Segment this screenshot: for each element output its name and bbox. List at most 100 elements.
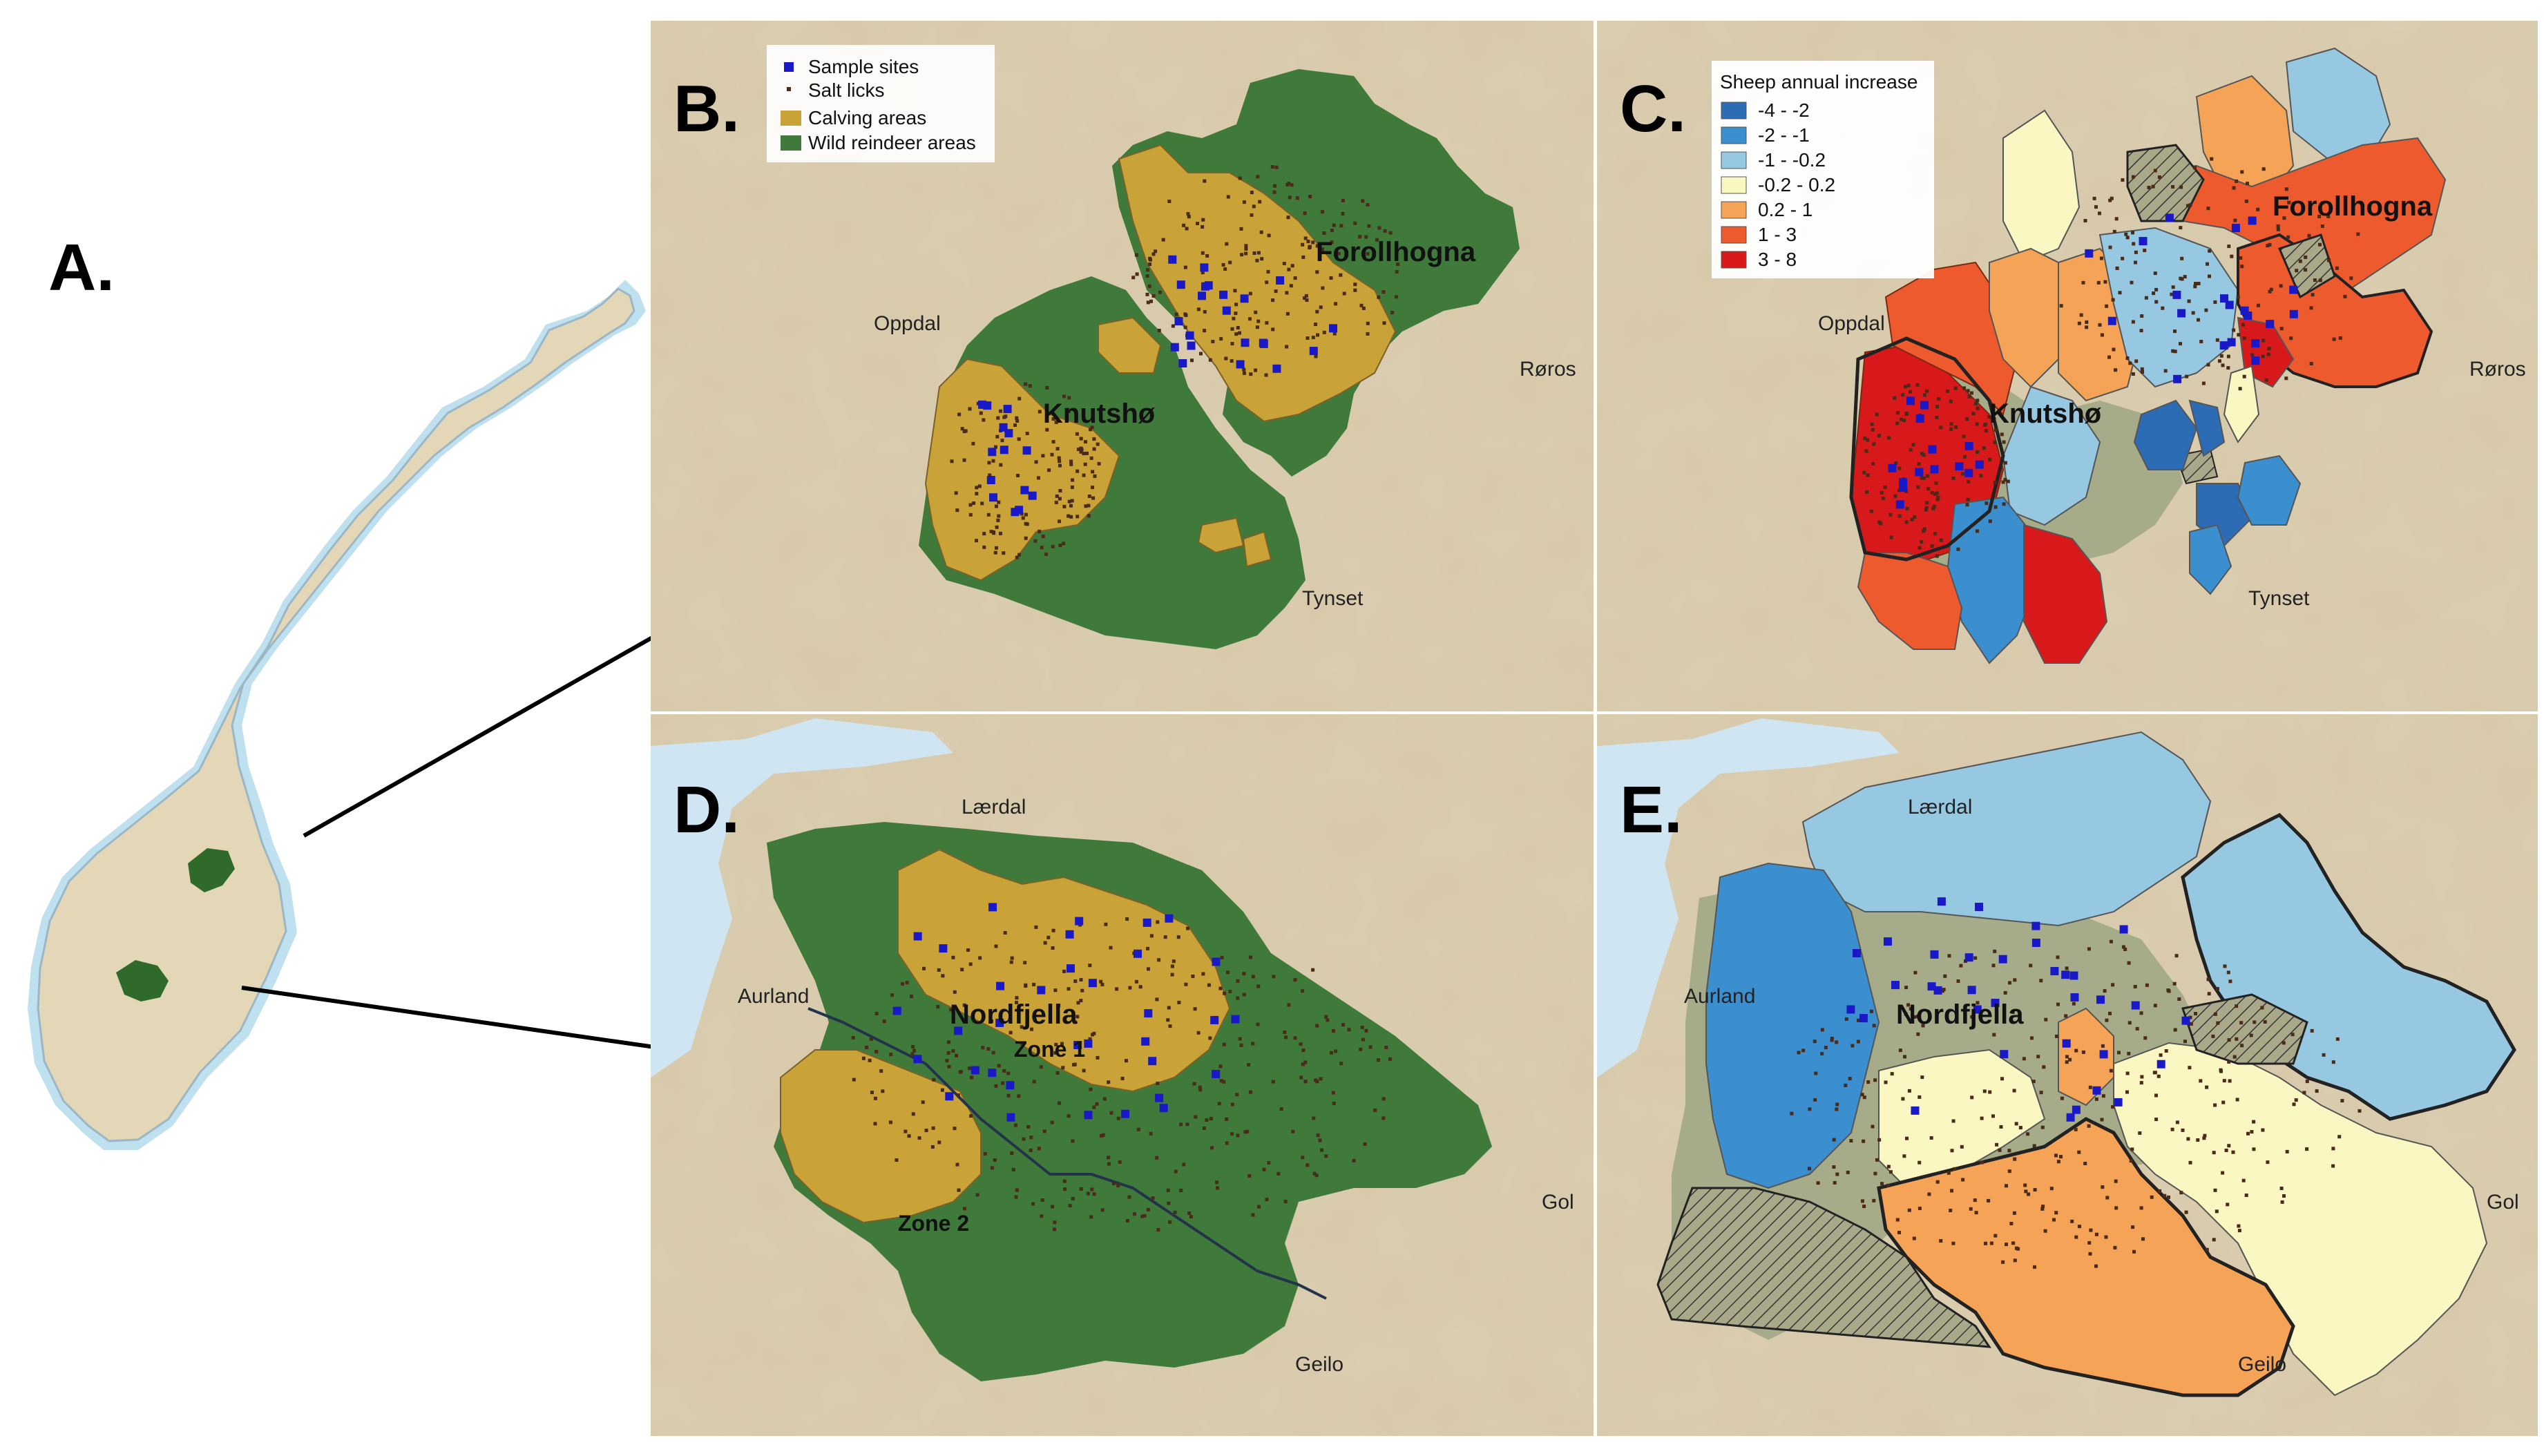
- salt-lick-marker: [1058, 489, 1062, 492]
- salt-lick-marker: [2153, 1004, 2157, 1008]
- salt-lick-marker: [2068, 1057, 2072, 1062]
- sample-site-marker: [1121, 1109, 1130, 1118]
- salt-lick-marker: [2318, 278, 2322, 282]
- salt-lick-marker: [2101, 1044, 2105, 1048]
- salt-lick-marker: [1236, 326, 1240, 329]
- salt-lick-marker: [2338, 336, 2342, 340]
- town-geilo-e: Geilo: [2238, 1353, 2286, 1376]
- salt-lick-marker: [1271, 298, 1275, 303]
- salt-lick-marker: [1920, 540, 1924, 544]
- salt-lick-marker: [1006, 1071, 1011, 1075]
- salt-lick-marker: [1992, 1033, 1996, 1037]
- salt-lick-marker: [1303, 211, 1307, 215]
- salt-lick-marker: [987, 461, 991, 465]
- salt-lick-marker: [2153, 169, 2157, 173]
- salt-lick-marker: [1167, 1006, 1171, 1010]
- salt-lick-marker: [2221, 1100, 2226, 1104]
- salt-lick-marker: [1951, 1119, 1955, 1123]
- salt-lick-marker: [1216, 1186, 1220, 1190]
- sample-site-marker: [1073, 1041, 1082, 1049]
- salt-lick-marker: [861, 1056, 865, 1060]
- salt-lick-marker: [1230, 1102, 1234, 1107]
- sample-site-marker: [1955, 462, 1964, 471]
- salt-lick-marker: [2292, 1102, 2296, 1107]
- salt-lick-marker: [1930, 544, 1934, 548]
- salt-lick-marker: [1361, 1037, 1365, 1042]
- salt-lick-marker: [2267, 347, 2271, 351]
- salt-lick-marker: [975, 486, 979, 490]
- salt-lick-marker: [1131, 276, 1136, 280]
- salt-lick-marker: [1856, 1040, 1860, 1044]
- salt-lick-marker: [1208, 358, 1212, 362]
- salt-lick-marker: [2337, 1135, 2342, 1139]
- salt-lick-marker: [2213, 300, 2217, 304]
- salt-lick-marker: [2154, 300, 2159, 304]
- c-poly-darkblue-1: [2133, 399, 2198, 470]
- salt-lick-marker: [1312, 1171, 1317, 1176]
- legend-c-label: 1 - 3: [1758, 224, 1797, 245]
- salt-lick-marker: [910, 995, 914, 999]
- salt-lick-marker: [2211, 1034, 2215, 1038]
- salt-lick-marker: [1002, 1069, 1006, 1073]
- salt-lick-marker: [1306, 336, 1310, 340]
- salt-lick-marker: [2141, 370, 2144, 374]
- legend-c-label: -2 - -1: [1758, 124, 1810, 146]
- salt-lick-marker: [1890, 1072, 1894, 1076]
- sample-site-marker: [1155, 1093, 1164, 1102]
- sample-site-marker: [2172, 290, 2181, 299]
- salt-lick-marker: [1949, 422, 1953, 426]
- salt-lick-marker: [1287, 1003, 1291, 1007]
- town-roros-c: Røros: [2469, 358, 2526, 381]
- salt-lick-marker: [2154, 1118, 2159, 1122]
- salt-lick-marker: [1058, 544, 1062, 548]
- salt-lick-marker: [2315, 1089, 2319, 1093]
- salt-lick-marker: [2114, 1179, 2118, 1183]
- label-knutsho-b: Knutshø: [1043, 399, 1156, 429]
- salt-lick-marker: [1316, 333, 1319, 337]
- salt-lick-marker: [1965, 503, 1969, 507]
- sample-site-marker: [1930, 465, 1939, 474]
- salt-lick-marker: [1251, 1042, 1255, 1046]
- salt-lick-marker: [1100, 982, 1104, 986]
- sample-site-marker: [986, 476, 995, 484]
- salt-lick-marker: [1870, 422, 1874, 426]
- salt-lick-marker: [2033, 1188, 2037, 1192]
- salt-lick-marker: [1245, 1129, 1250, 1133]
- salt-lick-marker: [2043, 1229, 2047, 1233]
- salt-lick-marker: [2056, 1002, 2060, 1006]
- salt-lick-marker: [2205, 1085, 2209, 1089]
- salt-lick-marker: [868, 1058, 872, 1062]
- salt-lick-marker: [1230, 342, 1234, 345]
- salt-lick-marker: [1950, 1189, 1953, 1193]
- salt-lick-marker: [1167, 1201, 1171, 1205]
- sample-site-marker: [1991, 999, 2000, 1007]
- salt-lick-marker: [2007, 1169, 2011, 1174]
- salt-lick-marker: [1932, 504, 1936, 508]
- salt-lick-marker: [1871, 428, 1875, 432]
- salt-lick-marker: [1813, 1040, 1817, 1044]
- salt-lick-marker: [1254, 310, 1258, 314]
- salt-lick-marker: [1196, 1031, 1201, 1035]
- salt-lick-marker: [2141, 1237, 2145, 1241]
- salt-lick-marker: [1256, 1022, 1260, 1026]
- label-forollhogna-c: Forollhogna: [2273, 191, 2433, 222]
- salt-lick-marker: [2246, 1131, 2250, 1136]
- salt-lick-marker: [1060, 1042, 1064, 1046]
- salt-lick-marker: [995, 546, 998, 550]
- salt-lick-marker: [1043, 941, 1047, 945]
- salt-lick-marker: [1954, 425, 1958, 429]
- salt-lick-marker: [2000, 1077, 2004, 1081]
- salt-lick-marker: [1846, 1170, 1850, 1174]
- salt-lick-marker: [2041, 1205, 2045, 1209]
- salt-lick-marker: [1334, 1049, 1338, 1053]
- salt-lick-marker: [1276, 1171, 1281, 1176]
- salt-lick-marker: [1101, 1133, 1105, 1137]
- salt-lick-marker: [993, 550, 997, 555]
- salt-lick-marker: [1061, 1066, 1065, 1070]
- salt-lick-marker: [2111, 298, 2115, 302]
- salt-lick-marker: [1934, 481, 1938, 486]
- salt-lick-marker: [1993, 481, 1997, 485]
- salt-lick-marker: [917, 1136, 921, 1140]
- salt-lick-marker: [1973, 956, 1978, 960]
- salt-lick-marker: [1273, 184, 1276, 188]
